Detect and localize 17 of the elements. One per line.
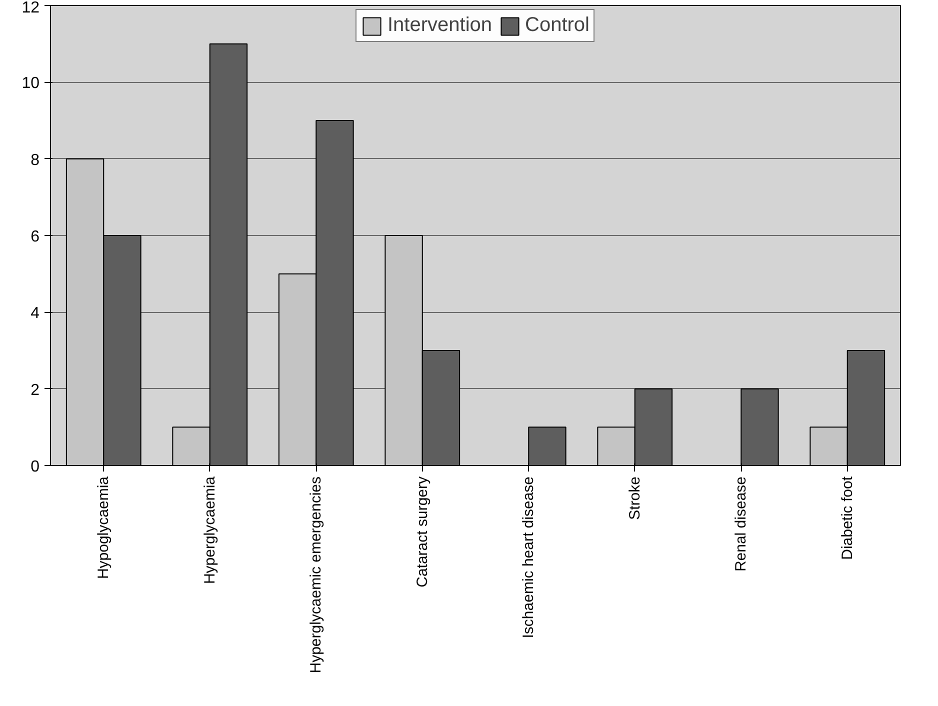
legend-label: Intervention (388, 14, 492, 37)
y-tick-label: 4 (30, 305, 40, 322)
x-tick-label: Renal disease (732, 476, 750, 572)
y-tick-label: 12 (22, 0, 40, 16)
x-tick-label: Diabetic foot (838, 476, 856, 560)
y-tick-label: 2 (30, 382, 40, 399)
legend-label: Control (525, 14, 590, 37)
x-tick-label: Hyperglycaemic emergencies (308, 476, 325, 674)
y-tick-label: 8 (30, 152, 40, 169)
x-tick-label: Stroke (626, 476, 644, 520)
y-tick-label: 0 (30, 458, 40, 476)
x-tick-label: Cataract surgery (414, 476, 431, 588)
y-tick-label: 10 (22, 75, 40, 92)
x-tick-label: Hypoglycaemia (95, 476, 112, 580)
x-tick-label: Hyperglycaemia (201, 476, 218, 584)
x-tick-label: Ischaemic heart disease (520, 476, 538, 638)
y-tick-label: 6 (30, 228, 40, 246)
